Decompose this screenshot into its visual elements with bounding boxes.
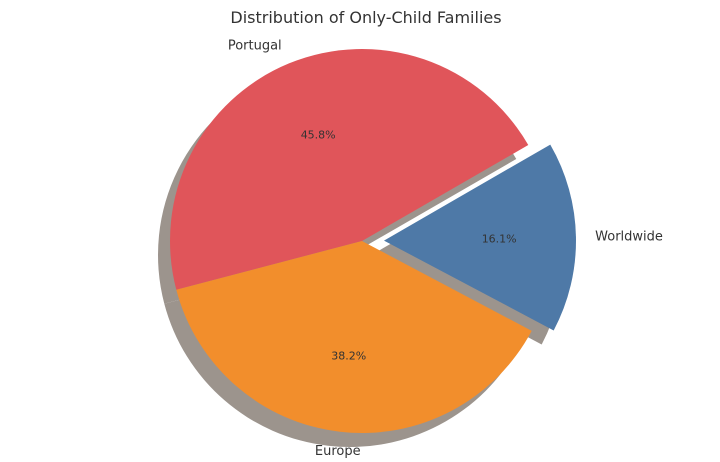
value-label-worldwide: 16.1% <box>482 232 517 245</box>
category-label-portugal: Portugal <box>228 39 282 54</box>
value-label-portugal: 45.8% <box>301 128 336 141</box>
pie-slice-worldwide <box>383 144 576 331</box>
pie-slice-europe <box>176 241 532 433</box>
category-label-europe: Europe <box>315 444 361 459</box>
pie-labels: Portugal 45.8% Europe 38.2% Worldwide 16.1% <box>228 39 663 459</box>
chart-title: Distribution of Only-Child Families <box>230 8 501 27</box>
category-label-worldwide: Worldwide <box>595 230 663 245</box>
pie-slice-portugal <box>170 49 529 290</box>
value-label-europe: 38.2% <box>331 349 366 362</box>
pie-slices <box>170 49 576 433</box>
